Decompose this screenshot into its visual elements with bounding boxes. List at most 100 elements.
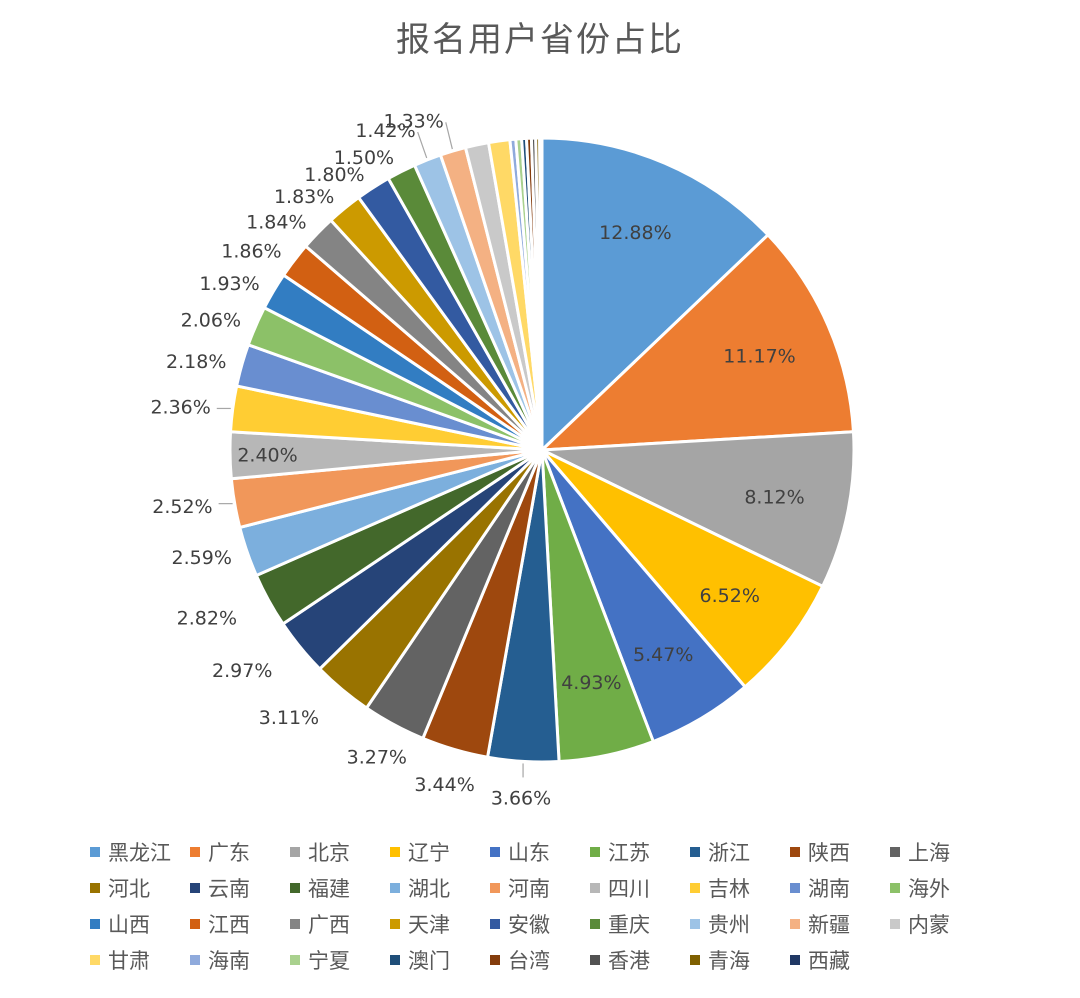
legend-item: 上海 [890, 838, 990, 865]
legend-swatch [90, 846, 100, 857]
legend-item: 云南 [190, 874, 290, 901]
legend-swatch [890, 882, 900, 893]
legend-label: 福建 [308, 876, 350, 901]
data-label: 1.84% [246, 212, 306, 234]
legend-label: 新疆 [808, 912, 850, 937]
legend-swatch [190, 846, 200, 857]
data-label: 3.44% [414, 774, 474, 796]
legend-item: 陕西 [790, 838, 890, 865]
legend-swatch [890, 918, 900, 929]
leader-line [445, 122, 453, 150]
data-label: 2.97% [212, 660, 272, 682]
legend-swatch [190, 882, 200, 893]
legend-swatch [190, 918, 200, 929]
legend-label: 河南 [508, 876, 550, 901]
legend-label: 吉林 [708, 876, 750, 901]
legend-item: 重庆 [590, 910, 690, 937]
legend-item: 青海 [690, 946, 790, 973]
legend-label: 宁夏 [308, 948, 350, 973]
legend-swatch [290, 846, 300, 857]
legend-item: 宁夏 [290, 946, 390, 973]
legend-swatch [590, 918, 600, 929]
data-label: 2.52% [152, 496, 212, 518]
legend-label: 海外 [908, 876, 950, 901]
data-label: 1.42% [355, 120, 415, 142]
pie-slice [540, 136, 771, 454]
pie-slices [228, 136, 856, 764]
legend-swatch [390, 882, 400, 893]
legend-label: 西藏 [808, 948, 850, 973]
legend-swatch [690, 882, 700, 893]
legend-label: 山西 [108, 912, 150, 937]
pie-chart: 12.88% 11.17% 8.12% 6.52% 5.47% 4.93% 3.66% 3.4… [150, 110, 856, 809]
legend-item: 天津 [390, 910, 490, 937]
data-label: 1.86% [221, 241, 281, 263]
legend-label: 江苏 [608, 840, 650, 865]
legend-label: 黑龙江 [108, 840, 171, 865]
legend-item: 内蒙 [890, 910, 990, 937]
legend-item: 安徽 [490, 910, 590, 937]
legend-swatch [790, 954, 800, 965]
legend-item: 西藏 [790, 946, 890, 973]
legend-swatch [190, 954, 200, 965]
data-label: 2.40% [237, 445, 297, 467]
legend-swatch [90, 954, 100, 965]
legend-item: 四川 [590, 874, 690, 901]
legend-item: 广东 [190, 838, 290, 865]
legend-item: 河北 [90, 874, 190, 901]
pie-slice [538, 232, 856, 452]
legend-swatch [490, 918, 500, 929]
legend-label: 河北 [108, 876, 150, 901]
legend-swatch [890, 846, 900, 857]
legend-swatch [690, 846, 700, 857]
legend-label: 重庆 [608, 912, 650, 937]
legend-item: 湖北 [390, 874, 490, 901]
data-label: 11.17% [723, 346, 795, 368]
legend: 黑龙江 广东 北京 辽宁 山东 江苏 浙江 陕西 上海 河北 云南 福建 湖北 河南 四川 吉林 湖南 海外 山西 江… [90, 838, 990, 973]
legend-swatch [490, 954, 500, 965]
legend-label: 云南 [208, 876, 250, 901]
legend-item: 甘肃 [90, 946, 190, 973]
legend-swatch [590, 846, 600, 857]
leader-lines [216, 122, 524, 778]
legend-item: 贵州 [690, 910, 790, 937]
legend-item: 浙江 [690, 838, 790, 865]
legend-label: 辽宁 [408, 840, 450, 865]
data-label: 6.52% [700, 585, 760, 607]
data-label: 8.12% [744, 486, 804, 508]
data-label: 2.18% [166, 351, 226, 373]
legend-label: 湖南 [808, 876, 850, 901]
legend-label: 澳门 [408, 948, 450, 973]
data-label: 3.66% [491, 787, 551, 809]
legend-item: 山西 [90, 910, 190, 937]
legend-swatch [790, 882, 800, 893]
legend-label: 湖北 [408, 876, 450, 901]
data-label: 1.80% [304, 164, 364, 186]
legend-item: 澳门 [390, 946, 490, 973]
legend-label: 青海 [708, 948, 750, 973]
data-label: 3.27% [347, 746, 407, 768]
legend-label: 贵州 [708, 912, 750, 937]
legend-label: 上海 [908, 840, 950, 865]
legend-label: 广东 [208, 840, 250, 865]
data-label: 2.36% [150, 397, 210, 419]
data-label: 12.88% [599, 222, 671, 244]
legend-item: 江西 [190, 910, 290, 937]
pie-slice [536, 430, 856, 589]
data-label: 2.59% [172, 547, 232, 569]
data-label: 2.06% [181, 310, 241, 332]
legend-label: 陕西 [808, 840, 850, 865]
data-label: 1.50% [334, 147, 394, 169]
legend-swatch [90, 918, 100, 929]
data-label: 5.47% [633, 644, 693, 666]
legend-item: 湖南 [790, 874, 890, 901]
legend-swatch [390, 846, 400, 857]
legend-item: 江苏 [590, 838, 690, 865]
legend-item: 福建 [290, 874, 390, 901]
legend-item: 辽宁 [390, 838, 490, 865]
legend-item: 吉林 [690, 874, 790, 901]
legend-item: 北京 [290, 838, 390, 865]
legend-label: 广西 [308, 912, 350, 937]
data-labels: 12.88% 11.17% 8.12% 6.52% 5.47% 4.93% 3.66% 3.4… [150, 110, 804, 809]
legend-item: 海外 [890, 874, 990, 901]
